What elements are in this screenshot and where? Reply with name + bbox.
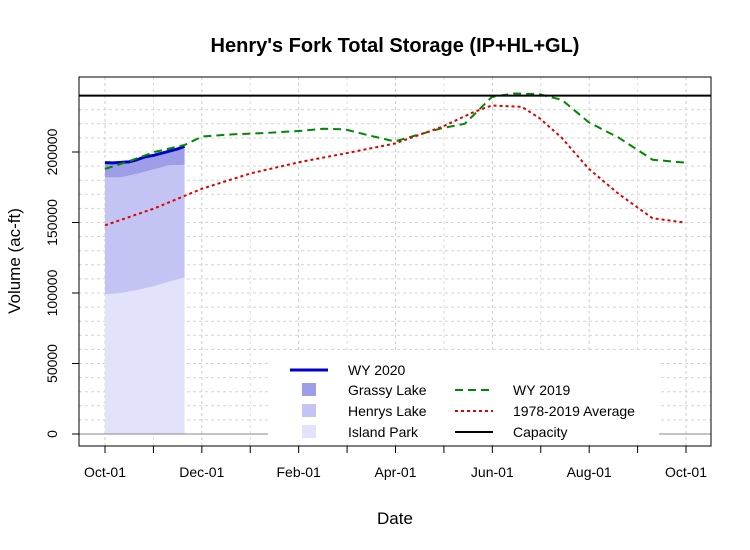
chart-title: Henry's Fork Total Storage (IP+HL+GL): [211, 35, 580, 57]
legend-key: [302, 404, 316, 417]
area-grassy-lake: [105, 146, 185, 178]
series-line-wy-2019: [104, 92, 685, 170]
x-tick-label: Oct-01: [84, 464, 126, 480]
y-tick-label: 50000: [44, 344, 60, 383]
legend-key: [302, 383, 316, 396]
legend-label: 1978-2019 Average: [513, 403, 635, 419]
legend-label: Henrys Lake: [348, 403, 427, 419]
legend-label: WY 2020: [348, 362, 406, 378]
x-axis-label: Date: [377, 509, 413, 528]
series-line-wy-2020: [104, 144, 186, 165]
y-tick-label: 150000: [44, 199, 60, 246]
legend-box: [268, 352, 659, 444]
x-tick-label: Oct-01: [665, 464, 707, 480]
legend-key: [302, 425, 316, 438]
x-tick-label: Jun-01: [471, 464, 514, 480]
x-tick-label: Dec-01: [179, 464, 224, 480]
series-line-1978-2019-average: [104, 104, 685, 227]
y-tick-label: 200000: [44, 128, 60, 175]
legend-label: Island Park: [348, 424, 419, 440]
x-tick-label: Apr-01: [374, 464, 416, 480]
y-tick-label: 100000: [44, 269, 60, 316]
series-lines: [79, 92, 711, 227]
x-axis: Oct-01 Dec-01 Feb-01 Apr-01 Jun-01 Aug-01 Oct-…: [84, 446, 707, 480]
area-island-park: [105, 277, 185, 434]
legend-label: Capacity: [513, 424, 567, 440]
area-henrys-lake: [105, 164, 185, 295]
legend-label: Grassy Lake: [348, 382, 427, 398]
y-axis: 0 50000 100000 150000 200000: [44, 128, 79, 438]
x-tick-label: Aug-01: [567, 464, 612, 480]
y-tick-label: 0: [44, 430, 60, 438]
legend-label: WY 2019: [513, 382, 571, 398]
legend: WY 2020 Grassy Lake Henrys Lake Island Park…: [268, 352, 659, 444]
x-tick-label: Feb-01: [276, 464, 321, 480]
y-axis-label: Volume (ac-ft): [5, 208, 24, 314]
